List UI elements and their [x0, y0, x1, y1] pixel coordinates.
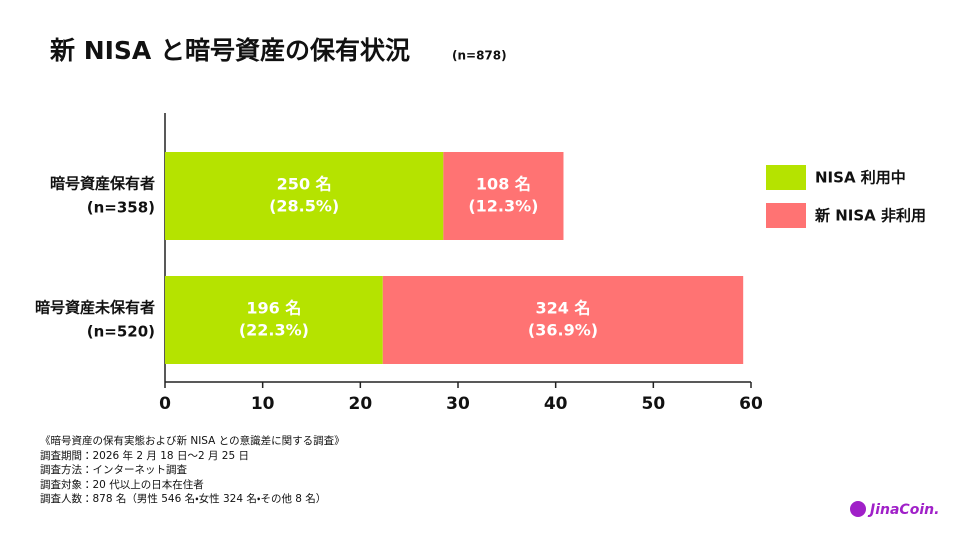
y-tick-note: (n=358)	[87, 199, 155, 217]
x-tick-label: 50	[641, 394, 665, 414]
legend-swatch	[766, 203, 806, 228]
bar	[165, 276, 383, 364]
bar-count-label: 196 名	[246, 299, 301, 318]
logo-icon	[850, 501, 866, 517]
x-tick-label: 20	[348, 394, 372, 414]
bar-value-label: (36.9%)	[528, 321, 598, 340]
chart-subtitle: (n=878)	[452, 49, 507, 63]
notes: 《暗号資産の保有実態および新 NISA との意識差に関する調査》 調査期間：20…	[40, 434, 345, 507]
note-line: 調査方法：インターネット調査	[40, 464, 187, 476]
x-tick-label: 30	[446, 394, 470, 414]
legend-swatch	[766, 165, 806, 190]
note-line: 調査対象：20 代以上の日本在住者	[40, 478, 204, 491]
y-tick-note: (n=520)	[87, 323, 155, 341]
x-tick-label: 60	[739, 394, 763, 414]
bar	[443, 152, 564, 240]
y-tick-label: 暗号資産保有者	[50, 175, 155, 193]
note-line: 調査期間：2026 年 2 月 18 日〜2 月 25 日	[40, 449, 250, 462]
x-tick-label: 0	[159, 394, 171, 414]
bar-count-label: 108 名	[476, 175, 531, 194]
bar-value-label: (22.3%)	[239, 321, 309, 340]
bar	[165, 152, 444, 240]
x-tick-label: 10	[251, 394, 275, 414]
bar-value-label: (12.3%)	[468, 197, 538, 216]
legend-label: NISA 利用中	[815, 169, 906, 187]
bar-value-label: (28.5%)	[269, 197, 339, 216]
logo: JinaCoin.	[867, 502, 939, 518]
bar-count-label: 324 名	[535, 299, 590, 318]
bar-count-label: 250 名	[277, 175, 332, 194]
legend-label: 新 NISA 非利用	[814, 207, 926, 225]
bar	[382, 276, 744, 364]
y-tick-label: 暗号資産未保有者	[35, 299, 155, 317]
note-line: 調査人数：878 名（男性 546 名・女性 324 名・その他 8 名）	[40, 493, 327, 505]
notes-heading: 《暗号資産の保有実態および新 NISA との意識差に関する調査》	[40, 435, 345, 447]
x-tick-label: 40	[544, 394, 568, 414]
chart-title: 新 NISA と暗号資産の保有状況	[49, 36, 410, 65]
